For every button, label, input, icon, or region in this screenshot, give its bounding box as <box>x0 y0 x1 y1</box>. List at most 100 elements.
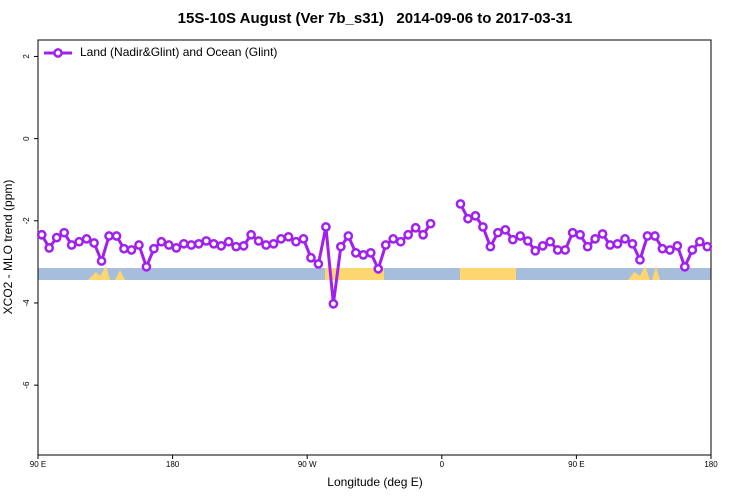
data-point <box>455 199 466 209</box>
data-point <box>545 236 556 247</box>
data-point <box>373 264 384 274</box>
data-point <box>134 240 144 250</box>
y-tick-label: -2 <box>22 217 31 225</box>
data-point <box>268 238 279 249</box>
data-point <box>694 236 705 247</box>
y-tick-label: -4 <box>22 299 31 307</box>
data-point <box>567 227 578 238</box>
data-point <box>463 213 473 224</box>
data-point <box>81 234 92 244</box>
land-band <box>628 266 650 280</box>
data-point <box>605 240 615 250</box>
data-point <box>149 243 159 254</box>
y-tick-label: 0 <box>22 136 31 141</box>
data-point <box>560 245 571 255</box>
data-point <box>410 222 421 233</box>
land-band <box>115 270 125 280</box>
data-point <box>552 245 563 255</box>
data-point <box>650 231 660 241</box>
x-tick-label: 180 <box>704 460 718 469</box>
data-point <box>291 236 301 247</box>
data-point <box>313 259 324 269</box>
data-point <box>178 238 189 249</box>
data-point <box>126 245 137 255</box>
x-tick-label: 180 <box>166 460 180 469</box>
data-point <box>186 240 197 250</box>
data-point <box>328 298 339 309</box>
land-band <box>652 266 660 280</box>
data-point <box>164 240 174 250</box>
data-point <box>104 231 114 241</box>
x-tick-label: 90 E <box>30 460 46 469</box>
data-point <box>470 211 481 221</box>
data-point <box>620 234 630 244</box>
data-point <box>201 236 212 246</box>
data-point <box>74 236 84 247</box>
x-tick-label: 90 W <box>298 460 317 469</box>
data-point <box>193 238 204 249</box>
data-point <box>44 243 55 253</box>
data-point <box>59 227 70 238</box>
data-point <box>597 229 608 239</box>
data-point <box>171 243 182 253</box>
land-ocean-strip <box>38 266 711 280</box>
data-point <box>156 236 167 247</box>
land-band <box>88 266 110 280</box>
data-point <box>530 245 541 256</box>
data-point <box>522 236 533 246</box>
data-point <box>687 245 698 255</box>
data-point <box>590 234 600 244</box>
data-point <box>679 261 690 272</box>
data-point <box>665 245 675 255</box>
data-point <box>365 247 376 258</box>
data-point <box>261 240 271 250</box>
data-point <box>283 231 294 242</box>
data-point <box>111 231 122 241</box>
data-point <box>51 232 62 243</box>
data-point <box>36 229 47 240</box>
legend-marker <box>53 48 63 58</box>
data-point <box>403 229 413 240</box>
x-tick-label: 0 <box>440 460 445 469</box>
data-point <box>276 234 286 244</box>
land-band <box>325 268 384 280</box>
data-point <box>380 240 391 250</box>
data-point <box>507 234 518 245</box>
legend-label: Land (Nadir&Glint) and Ocean (Glint) <box>80 45 277 59</box>
y-axis-label: XCO2 - MLO trend (ppm) <box>1 180 15 315</box>
land-band <box>460 268 516 280</box>
y-tick-label: -6 <box>22 381 31 389</box>
data-point <box>478 222 488 232</box>
data-point <box>253 236 264 246</box>
data-point <box>582 241 593 252</box>
data-point <box>89 238 99 248</box>
data-point <box>575 229 585 240</box>
data-point <box>336 241 346 252</box>
data-point <box>141 261 152 272</box>
data-point <box>493 227 503 238</box>
data-point <box>627 238 638 249</box>
data-point <box>238 241 249 251</box>
data-point <box>119 243 129 254</box>
data-point <box>672 241 683 251</box>
data-point <box>216 241 227 251</box>
data-point <box>418 229 428 240</box>
data-point <box>208 238 219 249</box>
data-point <box>343 231 354 241</box>
data-point <box>612 238 623 249</box>
data-point <box>702 241 713 252</box>
data-point <box>500 224 511 235</box>
data-point <box>425 218 436 229</box>
data-point <box>642 231 653 241</box>
data-point <box>537 241 548 251</box>
x-tick-label: 90 E <box>568 460 584 469</box>
data-point <box>485 241 496 252</box>
data-point <box>395 236 406 247</box>
data-point <box>298 234 309 244</box>
data-point <box>350 247 361 258</box>
chart-title: 15S-10S August (Ver 7b_s31) 2014-09-06 t… <box>178 10 573 27</box>
data-point <box>66 240 77 250</box>
data-point <box>306 252 316 263</box>
data-point <box>358 250 369 260</box>
